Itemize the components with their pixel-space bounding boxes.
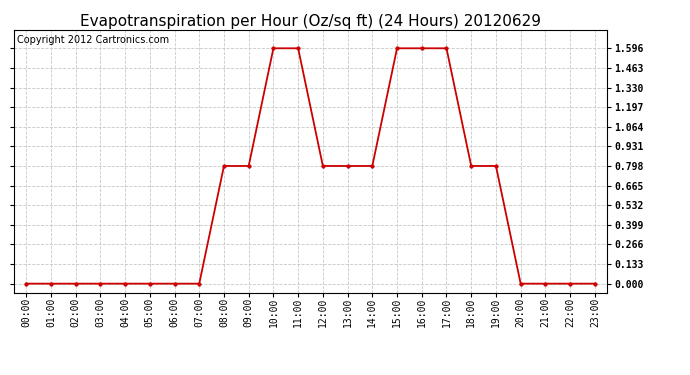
Text: Copyright 2012 Cartronics.com: Copyright 2012 Cartronics.com [17, 35, 169, 45]
Title: Evapotranspiration per Hour (Oz/sq ft) (24 Hours) 20120629: Evapotranspiration per Hour (Oz/sq ft) (… [80, 14, 541, 29]
